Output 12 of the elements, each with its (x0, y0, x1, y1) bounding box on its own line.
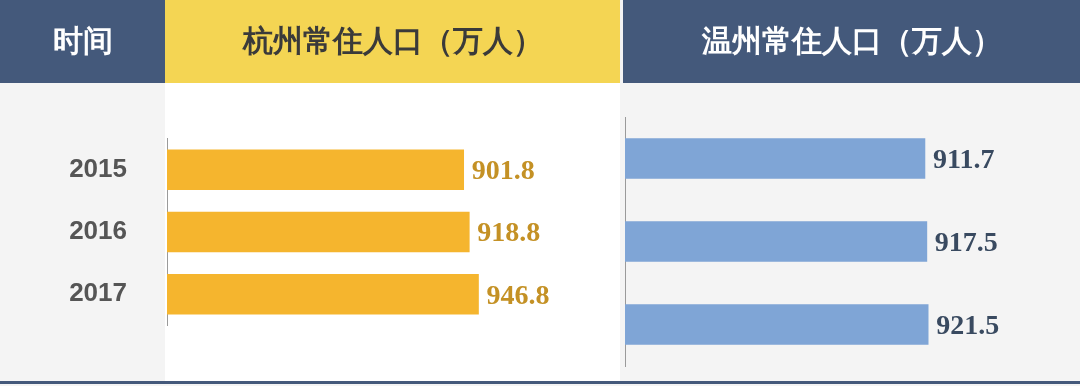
data-label: 911.7 (932, 142, 995, 174)
data-label: 946.8 (486, 278, 550, 310)
chart-title: 温州常住人口（万人） (623, 0, 1080, 83)
y-tick-label: 2017 (69, 277, 127, 308)
data-label: 918.8 (477, 216, 541, 248)
chart-title: 杭州常住人口（万人） (165, 0, 620, 83)
y-tick-label: 2016 (69, 215, 127, 246)
y-tick-label: 2015 (69, 152, 127, 183)
y-axis-title: 时间 (0, 0, 165, 83)
data-label: 921.5 (936, 308, 1000, 340)
data-label: 901.8 (471, 153, 535, 185)
data-label: 917.5 (934, 225, 998, 257)
